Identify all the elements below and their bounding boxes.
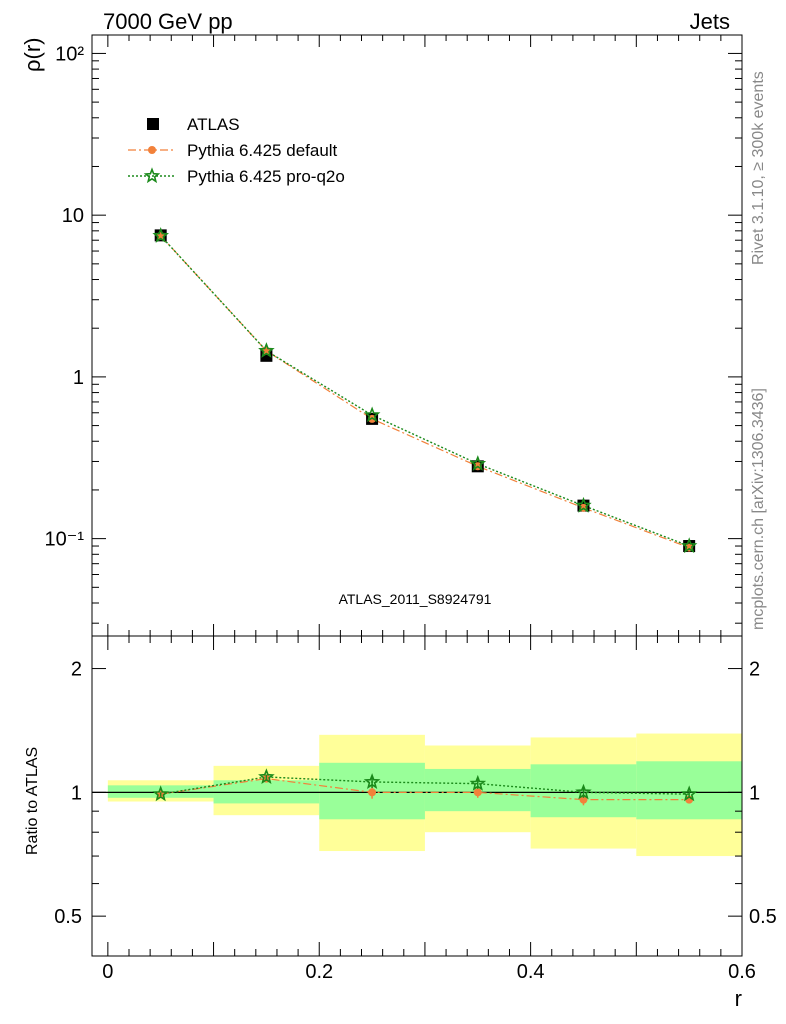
ratio-point-pythia-default — [579, 795, 588, 804]
data-point-pythia-proq2o — [152, 227, 170, 243]
ratio-bands — [92, 733, 742, 857]
ratio-y-tick-label-left: 2 — [71, 659, 82, 681]
ratio-point-pythia-default — [473, 788, 482, 797]
ratio-y-tick-label-left: 0.5 — [54, 906, 82, 928]
legend-label: Pythia 6.425 pro-q2o — [187, 167, 345, 186]
ratio-tick-labels: 0.5 0.5 1 1 2 2 0 0.2 0.4 0.6 — [54, 659, 777, 983]
ratio-point-pythia-default — [368, 788, 377, 797]
legend-marker-pythia-default — [148, 146, 156, 154]
main-panel: ATLAS_2011_S8924791 10⁻¹ 1 10 10² ρ(r) ATLA… — [20, 34, 743, 637]
ratio-series — [152, 768, 698, 806]
main-y-tick-label: 10 — [62, 205, 84, 227]
legend-label: ATLAS — [187, 115, 240, 134]
ratio-point-pythia-proq2o — [363, 773, 381, 790]
ratio-line-pythia-proq2o — [160, 776, 690, 795]
ratio-y-tick-label-right: 1 — [749, 782, 760, 804]
rivet-label: Rivet 3.1.10, ≥ 300k events — [750, 71, 767, 265]
series-line-pythia-default — [160, 235, 690, 549]
series-line-pythia-proq2o — [160, 235, 690, 547]
ratio-frame — [91, 635, 743, 957]
process-label: Jets — [690, 9, 730, 34]
x-tick-label: 0.6 — [728, 961, 756, 983]
ratio-y-tick-label-right: 2 — [749, 659, 760, 681]
ratio-band-inner — [636, 761, 742, 820]
ratio-point-pythia-proq2o — [575, 783, 592, 800]
ratio-point-pythia-proq2o — [258, 768, 275, 784]
ratio-point-pythia-proq2o — [152, 785, 170, 802]
ratio-ticks — [92, 636, 743, 957]
main-y-tick-label: 10² — [55, 43, 84, 65]
data-point-pythia-proq2o — [575, 496, 592, 513]
ratio-y-tick-label-left: 1 — [71, 782, 82, 804]
ratio-point-pythia-proq2o — [469, 774, 487, 791]
data-point-pythia-proq2o — [258, 342, 275, 358]
ratio-y-axis-label: Ratio to ATLAS — [24, 747, 41, 855]
x-axis-label: r — [735, 986, 742, 1011]
legend: ATLAS Pythia 6.425 default Pythia 6.425 pr… — [128, 115, 345, 186]
main-ticks — [92, 35, 743, 636]
legend-marker-atlas — [147, 118, 159, 130]
ratio-point-pythia-proq2o — [680, 785, 698, 802]
main-y-tick-label: 10⁻¹ — [45, 529, 85, 551]
x-tick-label: 0.2 — [305, 961, 333, 983]
x-tick-label: 0 — [102, 961, 113, 983]
legend-label: Pythia 6.425 default — [187, 141, 338, 160]
ratio-panel: 0.5 0.5 1 1 2 2 0 0.2 0.4 0.6 Ratio to ATLAS r — [24, 635, 777, 1011]
mcplots-label: mcplots.cern.ch [arXiv:1306.3436] — [750, 388, 767, 630]
analysis-watermark: ATLAS_2011_S8924791 — [339, 591, 492, 607]
x-tick-label: 0.4 — [517, 961, 545, 983]
main-y-tick-label: 1 — [73, 367, 84, 389]
ratio-y-tick-label-right: 0.5 — [749, 906, 777, 928]
main-y-axis-label: ρ(r) — [20, 38, 45, 73]
main-y-tick-labels: 10⁻¹ 1 10 10² — [45, 43, 85, 550]
energy-label: 7000 GeV pp — [103, 9, 233, 34]
main-series — [152, 227, 698, 554]
data-point-pythia-proq2o — [363, 406, 381, 423]
data-point-pythia-proq2o — [469, 455, 487, 471]
legend-marker-pythia-proq2o — [143, 167, 161, 184]
data-point-pythia-proq2o — [680, 537, 698, 554]
